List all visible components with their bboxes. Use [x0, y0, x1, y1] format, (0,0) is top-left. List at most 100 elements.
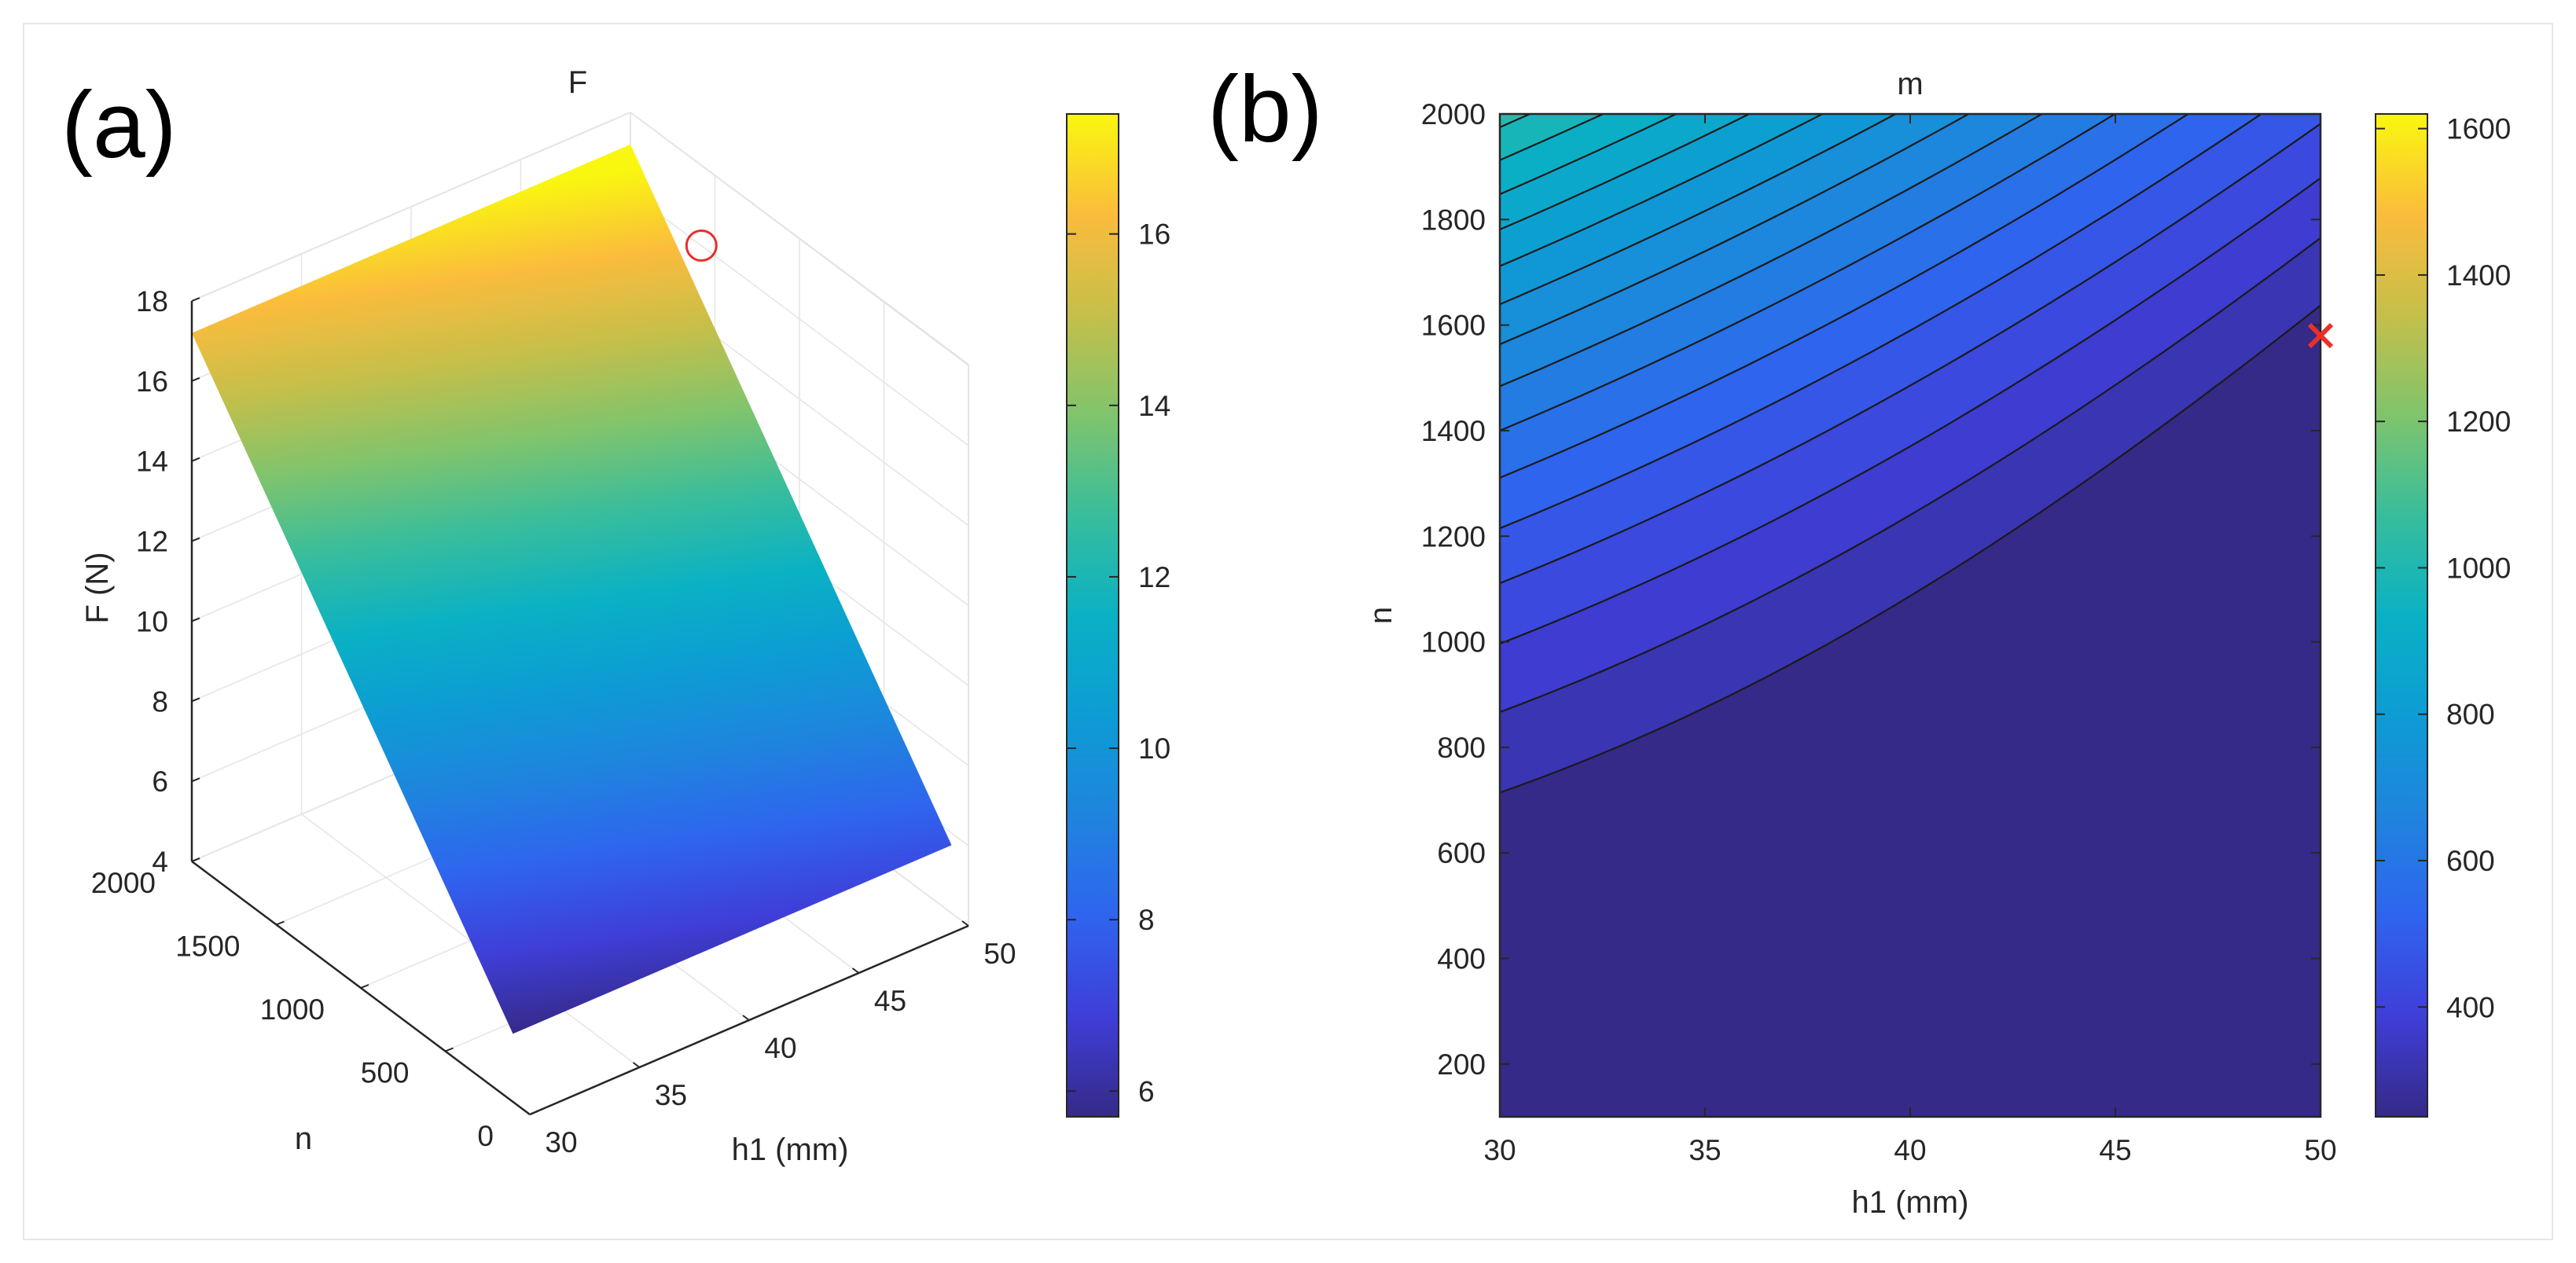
contour-band	[1500, 0, 2321, 75]
z-tick-label: 8	[152, 685, 168, 718]
x-axis-line	[529, 924, 969, 1116]
x-tick	[961, 920, 969, 927]
contour-line	[1500, 177, 2321, 645]
y-tick	[191, 857, 200, 862]
z-tick	[191, 617, 200, 622]
contour-line	[1500, 114, 1971, 346]
chart-b-title: m	[1897, 67, 1923, 101]
contour-band	[1500, 114, 1531, 127]
colorbar-b-tick-label: 1000	[2446, 552, 2511, 584]
chart-b-ylabel: n	[1364, 607, 1398, 624]
contour-line	[1500, 0, 2321, 64]
colorbar-a-tick-label: 16	[1138, 218, 1170, 251]
contour-lines	[1500, 0, 2321, 794]
y-tick-label: 200	[1437, 1048, 1486, 1081]
colorbar-b-tick-label: 1600	[2446, 113, 2511, 145]
colorbar-a	[1066, 113, 1119, 1118]
colorbar-b-tick-label: 400	[2446, 991, 2495, 1023]
z-tick	[191, 297, 200, 302]
contour-line	[1500, 114, 2190, 479]
x-tick	[632, 1062, 641, 1068]
contour-line	[1500, 304, 2321, 794]
colorbar-b-tick-label: 1400	[2446, 259, 2511, 292]
contour-band	[1500, 0, 2321, 75]
colorbar-b-ticks: 400 600 800 1000 1200 1400 1600	[2376, 113, 2511, 1023]
y-tick	[445, 1047, 454, 1052]
x-tick-label: 45	[2099, 1134, 2131, 1166]
contour-band	[1500, 0, 2321, 75]
colorbar-a-ticks: 6 8 10 12 14 16	[1067, 218, 1170, 1107]
contour-band	[1500, 0, 2321, 75]
z-tick	[191, 777, 200, 783]
y-tick-label: 500	[361, 1057, 410, 1089]
x-tick-label: 30	[1483, 1134, 1516, 1166]
contour-line	[1500, 237, 2321, 714]
x-tick-label: 40	[1894, 1134, 1926, 1166]
x-tick-label: 35	[655, 1079, 687, 1111]
y-axis-line	[191, 860, 531, 1116]
y-tick-label: 0	[477, 1120, 494, 1152]
y-tick-label: 1600	[1421, 310, 1486, 342]
z-tick-label: 16	[136, 365, 168, 398]
figure-border	[23, 23, 2553, 1240]
z-tick	[191, 457, 200, 462]
y-tick-label: 1000	[260, 993, 325, 1026]
marker-x-stroke	[2307, 322, 2334, 349]
x-tick-label: 30	[545, 1126, 577, 1158]
y-tick-label: 1400	[1421, 415, 1486, 447]
z-tick	[191, 376, 200, 382]
chart-a-ylabel: n	[295, 1122, 312, 1156]
panel-a-label: (a)	[61, 72, 177, 178]
z-tick-label: 14	[136, 446, 168, 478]
contour-line	[1500, 0, 2321, 34]
surface-patch	[192, 144, 952, 1034]
x-tick-label: 50	[983, 938, 1016, 970]
y-tick-label: 2000	[1421, 98, 1486, 130]
x-tick-label: 35	[1689, 1134, 1721, 1166]
colorbar-a-tick-label: 8	[1138, 904, 1155, 936]
y-tick-label: 1000	[1421, 626, 1486, 659]
contour-band	[1500, 0, 2321, 75]
axis-ticks-b: 30 35 40 45 50 200 400 600 800 1000 1200 1400 1600 18…	[1421, 98, 2337, 1166]
x-tick-label: 50	[2304, 1134, 2336, 1166]
colorbar-b	[2375, 113, 2428, 1118]
z-tick-label: 4	[152, 846, 168, 878]
z-tick	[191, 697, 200, 703]
z-tick	[191, 537, 200, 542]
contour-line	[1500, 0, 2321, 5]
chart-a-xlabel: h1 (mm)	[732, 1133, 849, 1167]
contour-line	[1500, 114, 1898, 306]
y-tick-label: 600	[1437, 837, 1486, 869]
colorbar-b-tick-label: 1200	[2446, 406, 2511, 438]
chart-a-zlabel: F (N)	[80, 552, 115, 623]
contour-line	[1500, 114, 1532, 128]
z-tick-label: 12	[136, 526, 168, 558]
colorbar-b-tick-label: 800	[2446, 699, 2495, 731]
contour-plot: 30 35 40 45 50 200 400 600 800 1000 1200 1400 1600 18…	[1364, 0, 2511, 1220]
contour-band	[1500, 0, 2321, 75]
surface-plot: 468101214161830354045500500100015002000 …	[80, 65, 1170, 1167]
optimum-marker-circle	[685, 229, 718, 262]
colorbar-b-tick-label: 600	[2446, 845, 2495, 877]
optimum-marker-x	[2307, 322, 2334, 349]
contour-band	[1500, 0, 2321, 75]
contour-fill	[1500, 0, 2321, 1117]
y-tick-label: 1500	[175, 931, 240, 963]
y-tick	[360, 984, 369, 989]
contour-line	[1500, 114, 1825, 267]
z-tick-label: 10	[136, 605, 168, 637]
colorbar-a-tick-label: 14	[1138, 390, 1170, 422]
colorbar-a-tick-label: 10	[1138, 732, 1170, 765]
x-tick-label: 45	[874, 985, 906, 1017]
contour-line	[1500, 114, 1751, 231]
y-tick-label: 800	[1437, 732, 1486, 764]
contour-band	[1500, 0, 2321, 75]
x-tick	[851, 967, 860, 974]
y-tick-label: 2000	[91, 867, 156, 899]
contour-line	[1500, 114, 2263, 530]
x-tick-label: 40	[764, 1032, 796, 1064]
contour-band	[1500, 0, 2321, 75]
contour-line	[1500, 114, 2117, 431]
